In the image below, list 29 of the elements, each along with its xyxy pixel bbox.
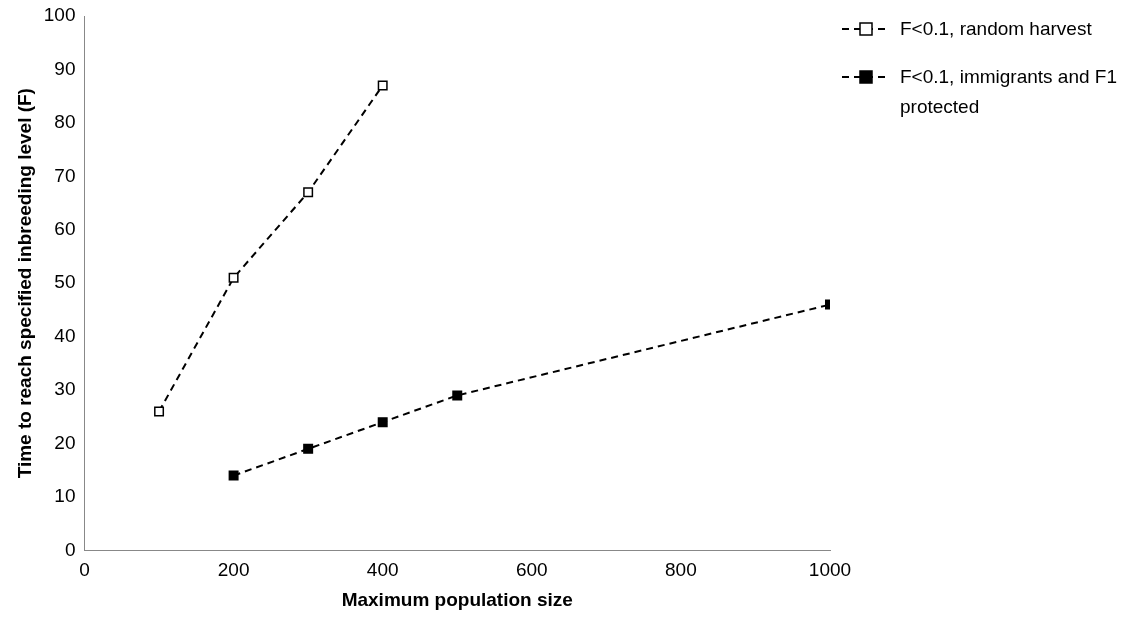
y-tick-label: 20 bbox=[54, 431, 76, 453]
y-tick-label: 30 bbox=[54, 378, 76, 400]
y-tick-label: 70 bbox=[54, 164, 76, 186]
x-tick-label: 0 bbox=[79, 559, 90, 581]
point bbox=[377, 417, 388, 428]
legend-label: F<0.1, immigrants and F1 protected bbox=[900, 65, 1118, 119]
point bbox=[303, 443, 314, 454]
y-tick-label: 10 bbox=[54, 485, 76, 507]
y-tick-label: 60 bbox=[54, 217, 76, 239]
y-tick-label: 80 bbox=[54, 111, 76, 133]
y-tick-label: 90 bbox=[54, 57, 76, 79]
y-tick-label: 40 bbox=[54, 324, 76, 346]
point bbox=[154, 406, 165, 417]
x-tick-label: 1000 bbox=[808, 559, 852, 581]
y-tick-label: 0 bbox=[64, 538, 76, 560]
point bbox=[228, 470, 239, 481]
point bbox=[228, 272, 239, 283]
y-axis-title: Time to reach specified inbreeding level (F) bbox=[13, 88, 35, 479]
point bbox=[452, 390, 463, 401]
y-tick-label: 100 bbox=[43, 4, 76, 26]
point bbox=[303, 187, 314, 198]
y-tick-label: 50 bbox=[54, 271, 76, 293]
x-axis-title: Maximum population size bbox=[341, 588, 573, 610]
x-tick-label: 800 bbox=[665, 559, 697, 581]
x-tick-label: 200 bbox=[217, 559, 250, 581]
point bbox=[377, 80, 388, 91]
x-tick-label: 600 bbox=[515, 559, 548, 581]
legend-label: F<0.1, random harvest bbox=[900, 17, 1092, 41]
x-tick-label: 400 bbox=[366, 559, 399, 581]
